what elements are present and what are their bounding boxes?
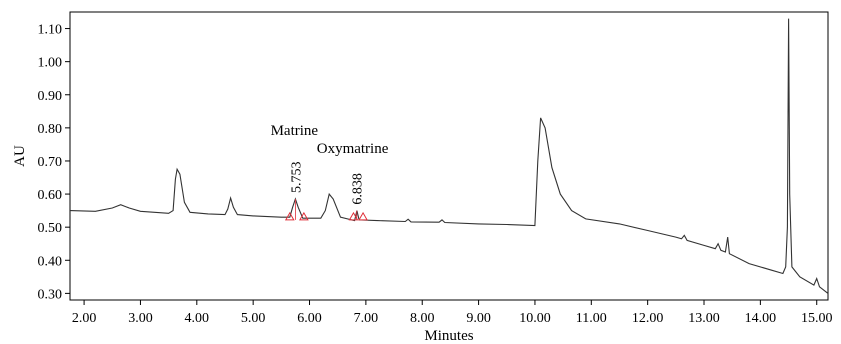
- x-tick-label: 11.00: [576, 311, 607, 326]
- x-tick-label: 15.00: [801, 311, 833, 326]
- x-tick-label: 14.00: [745, 311, 777, 326]
- y-tick-label: 0.90: [38, 89, 63, 104]
- y-tick-label: 1.00: [38, 56, 63, 71]
- peak-bound-marker: [299, 211, 309, 221]
- x-tick-label: 10.00: [519, 311, 551, 326]
- plot-frame: [69, 11, 829, 301]
- x-tick-label: 2.00: [72, 311, 97, 326]
- peak-retention-time: 5.753: [290, 162, 305, 194]
- y-tick-label: 0.30: [38, 287, 63, 302]
- x-tick-label: 3.00: [128, 311, 153, 326]
- peak-bound-marker: [358, 211, 368, 221]
- chromatogram-trace: [69, 18, 829, 294]
- y-axis-title: AU: [12, 145, 28, 167]
- peak-name-label: Matrine: [271, 123, 319, 139]
- peak-bound-marker: [284, 211, 295, 221]
- y-tick-label: 1.10: [38, 23, 63, 38]
- peak-bound-marker: [348, 211, 359, 221]
- peak-annotation: 5.753 Matrine: [271, 123, 319, 221]
- x-tick-label: 5.00: [241, 311, 266, 326]
- peak-name-label: Oxymatrine: [317, 141, 389, 157]
- x-tick-label: 4.00: [185, 311, 210, 326]
- y-tick-label: 0.50: [38, 221, 63, 236]
- x-axis: 2.00 3.00 4.00 5.00 6.00 7.00 8.00 9.00 10.00 11.…: [72, 300, 833, 326]
- peak-annotations: 5.753 Matrine 6.838 Oxymatrine: [271, 123, 389, 221]
- x-tick-label: 7.00: [354, 311, 379, 326]
- y-tick-label: 0.40: [38, 254, 63, 269]
- x-tick-label: 12.00: [632, 311, 664, 326]
- x-tick-label: 6.00: [297, 311, 322, 326]
- x-tick-label: 13.00: [688, 311, 720, 326]
- peak-annotation: 6.838 Oxymatrine: [317, 141, 389, 221]
- peak-retention-time: 6.838: [351, 173, 366, 205]
- y-tick-label: 0.80: [38, 122, 63, 137]
- x-tick-label: 9.00: [466, 311, 491, 326]
- x-axis-title: Minutes: [424, 328, 473, 344]
- y-tick-label: 0.70: [38, 155, 63, 170]
- y-axis: 0.30 0.40 0.50 0.60 0.70 0.80 0.90 1.00 1.10: [38, 23, 70, 302]
- x-tick-label: 8.00: [410, 311, 435, 326]
- y-tick-label: 0.60: [38, 188, 63, 203]
